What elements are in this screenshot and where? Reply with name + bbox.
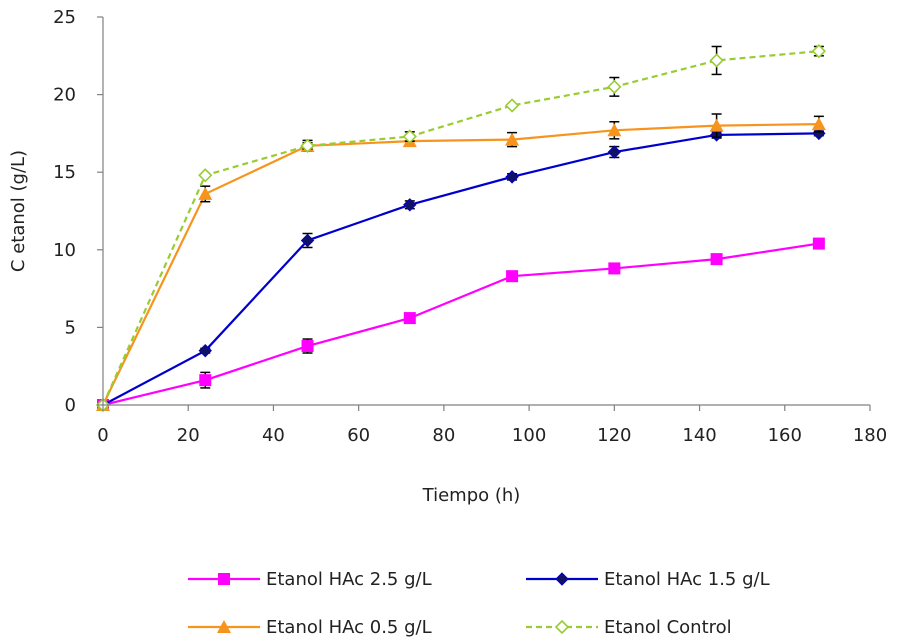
data-point [505,170,519,184]
data-point [402,129,417,144]
axes [102,17,870,406]
data-point [710,253,723,266]
plot-area [95,44,826,413]
x-tick-label: 140 [682,425,716,446]
data-point [607,79,622,94]
data-point [505,132,520,146]
series-line [101,50,819,406]
data-point [199,374,212,387]
x-tick-label: 180 [853,425,887,446]
y-tick-label: 10 [53,240,76,261]
legend-swatch-marker [555,572,569,586]
series-line [102,122,819,406]
legend-label: Etanol HAc 1.5 g/L [604,569,770,590]
x-tick-label: 40 [262,425,285,446]
y-tick-label: 5 [65,317,76,338]
data-point [812,237,825,250]
series-line [102,132,819,406]
data-point [607,123,622,137]
data-point [607,145,622,159]
y-tick-label: 15 [53,162,76,183]
data-point [811,117,826,131]
data-point [198,343,212,358]
data-point [198,168,213,183]
x-tick-label: 100 [512,425,546,446]
data-point [403,198,417,212]
series-4 [95,44,826,413]
data-point [301,340,314,353]
x-tick-label: 60 [347,425,370,446]
y-tick-label: 25 [53,7,76,28]
series-line [102,242,820,407]
legend-item-1: Etanol HAc 2.5 g/L [188,569,432,590]
data-point [811,44,826,59]
x-axis-label: Tiempo (h) [422,485,521,506]
data-point [506,270,519,283]
legend-label: Etanol HAc 2.5 g/L [266,569,432,590]
x-tick-label: 0 [97,425,108,446]
data-point [403,312,416,325]
y-axis-label: C etanol (g/L) [8,150,29,272]
legend-label: Etanol HAc 0.5 g/L [266,617,432,638]
data-point [300,138,315,153]
series-1 [97,237,825,411]
y-tick-label: 0 [65,395,76,416]
x-ticks: 0 20 40 60 80 100 120 140 160 180 [97,405,887,446]
legend-swatch-marker [554,619,570,635]
legend-item-4: Etanol Control [526,617,732,638]
y-ticks: 0 5 10 15 20 25 [53,7,103,416]
legend-swatch-marker [218,573,230,585]
y-tick-label: 20 [53,85,76,106]
data-point [709,53,724,68]
x-tick-label: 160 [768,425,802,446]
legend: Etanol HAc 2.5 g/L Etanol HAc 1.5 g/L Etan… [188,569,770,638]
data-point [608,262,621,275]
x-tick-label: 120 [597,425,631,446]
data-point [504,98,520,113]
legend-label: Etanol Control [604,617,732,638]
legend-item-3: Etanol HAc 0.5 g/L [188,617,432,638]
x-tick-label: 20 [177,425,200,446]
x-tick-label: 80 [432,425,455,446]
data-point [300,233,315,248]
data-point [709,118,724,132]
legend-item-2: Etanol HAc 1.5 g/L [526,569,770,590]
data-point [198,186,213,200]
legend-swatch-marker [217,620,231,633]
